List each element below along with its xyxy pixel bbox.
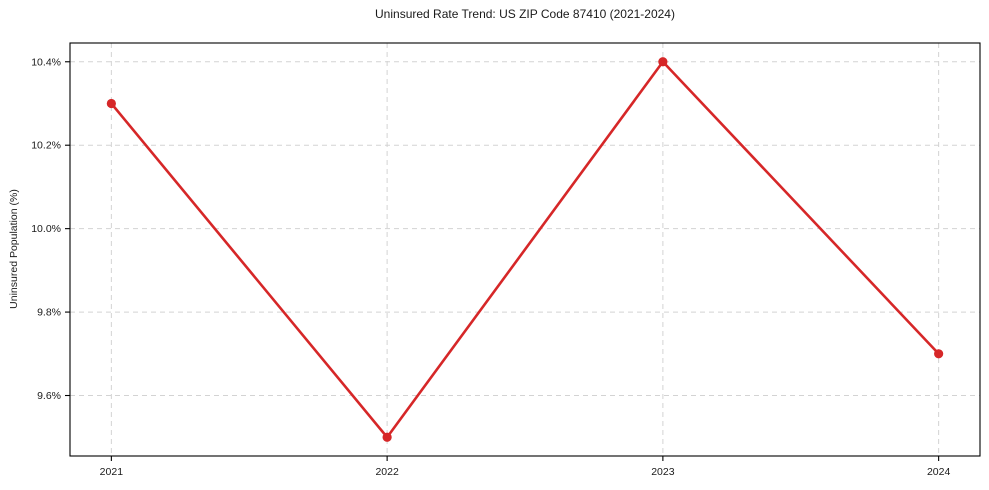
gridlines [70, 43, 980, 456]
chart-title: Uninsured Rate Trend: US ZIP Code 87410 … [375, 7, 675, 21]
axis-ticks [65, 61, 940, 461]
y-tick-label: 9.8% [37, 307, 61, 319]
data-point-2021 [106, 98, 116, 109]
y-tick-labels: 9.6% 9.8% 10.0% 10.2% 10.4% [31, 56, 61, 402]
x-tick-label: 2021 [100, 466, 124, 478]
x-tick-labels: 2021 2022 2023 2024 [100, 466, 951, 478]
x-tick-label: 2023 [651, 466, 675, 478]
data-point-2023 [658, 57, 668, 67]
data-point-2022 [382, 432, 392, 442]
plot-border [69, 42, 981, 457]
y-tick-label: 10.2% [31, 140, 61, 152]
y-tick-label: 10.4% [31, 56, 61, 68]
trend-line [110, 60, 940, 439]
y-tick-label: 9.6% [37, 390, 61, 402]
data-points [106, 57, 944, 442]
series-line [110, 60, 940, 439]
data-point-2024 [934, 349, 944, 359]
x-tick-label: 2022 [375, 466, 399, 478]
x-tick-label: 2024 [927, 466, 951, 478]
y-tick-label: 10.0% [31, 223, 61, 235]
